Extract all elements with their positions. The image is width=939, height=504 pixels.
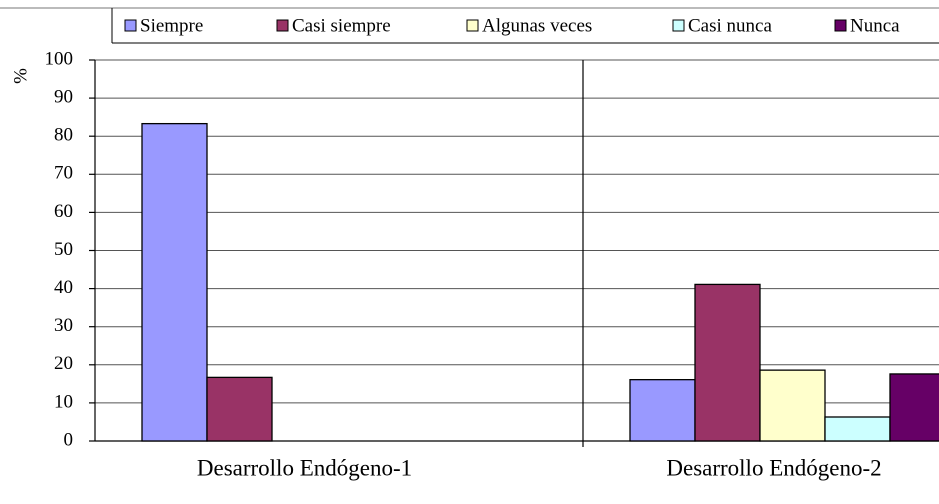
y-tick-label: 100 [45, 48, 74, 69]
bar [694, 283, 761, 442]
legend-label: Siempre [140, 15, 203, 36]
bar [141, 122, 208, 442]
y-tick-label: 30 [54, 315, 73, 336]
x-tick-label: Desarrollo Endógeno-2 [666, 455, 881, 480]
bar [824, 416, 891, 442]
y-tick-label: 80 [54, 125, 73, 146]
y-tick-label: 60 [54, 201, 73, 222]
y-tick-label: 70 [54, 163, 73, 184]
legend-swatch [466, 19, 479, 32]
legend-swatch [276, 19, 289, 32]
y-tick-label: 10 [54, 391, 73, 412]
x-tick-label: Desarrollo Endógeno-1 [197, 455, 412, 480]
legend-label: Nunca [850, 15, 900, 36]
legend-label: Casi siempre [292, 15, 391, 36]
legend-swatch [672, 19, 685, 32]
y-axis-label: % [10, 68, 31, 84]
y-tick-label: 90 [54, 86, 73, 107]
y-tick-label: 20 [54, 353, 73, 374]
bar [206, 376, 273, 442]
bar [629, 379, 696, 442]
y-tick-label: 40 [54, 277, 73, 298]
legend-label: Casi nunca [688, 15, 772, 36]
y-tick-label: 50 [54, 239, 73, 260]
legend-label: Algunas veces [482, 15, 592, 36]
legend-swatch [834, 19, 847, 32]
bar [889, 373, 939, 442]
y-tick-label: 0 [64, 429, 74, 450]
bar [759, 369, 826, 442]
legend-swatch [124, 19, 137, 32]
